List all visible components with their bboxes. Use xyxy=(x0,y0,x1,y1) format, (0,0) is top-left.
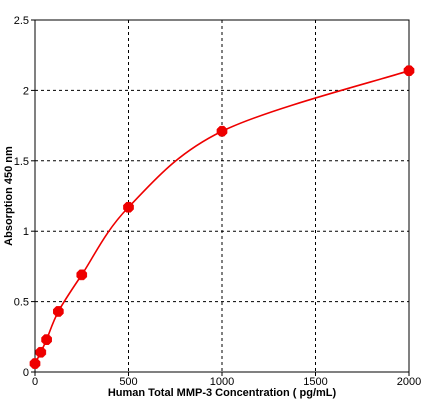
grid-lines xyxy=(35,20,409,372)
x-tick-label: 500 xyxy=(119,376,137,388)
x-axis-ticks: 0 500 1000 1500 2000 xyxy=(32,372,421,388)
x-tick-label: 0 xyxy=(32,376,38,388)
y-tick-label: 0.5 xyxy=(14,297,29,309)
data-point xyxy=(29,358,41,369)
y-tick-label: 2 xyxy=(23,85,29,97)
x-tick-label: 2000 xyxy=(397,376,421,388)
data-point xyxy=(41,334,52,345)
data-point xyxy=(123,201,134,213)
y-axis-ticks: 0 0.5 1 1.5 2 2.5 xyxy=(14,15,35,379)
fit-curve xyxy=(34,69,410,364)
x-tick-label: 1000 xyxy=(210,376,234,388)
data-points xyxy=(29,65,415,369)
data-point xyxy=(35,346,47,358)
y-tick-label: 2.5 xyxy=(14,15,29,27)
y-tick-label: 1.5 xyxy=(14,156,29,168)
data-point xyxy=(403,65,415,77)
data-point xyxy=(53,306,64,317)
x-axis-label: Human Total MMP-3 Concentration ( pg/mL) xyxy=(108,387,337,399)
data-point xyxy=(76,269,88,281)
x-tick-label: 1500 xyxy=(303,376,327,388)
y-axis-label: Absorption 450 nm xyxy=(3,146,15,246)
y-tick-label: 0 xyxy=(23,367,29,379)
data-point xyxy=(216,125,228,137)
y-tick-label: 1 xyxy=(23,226,29,238)
